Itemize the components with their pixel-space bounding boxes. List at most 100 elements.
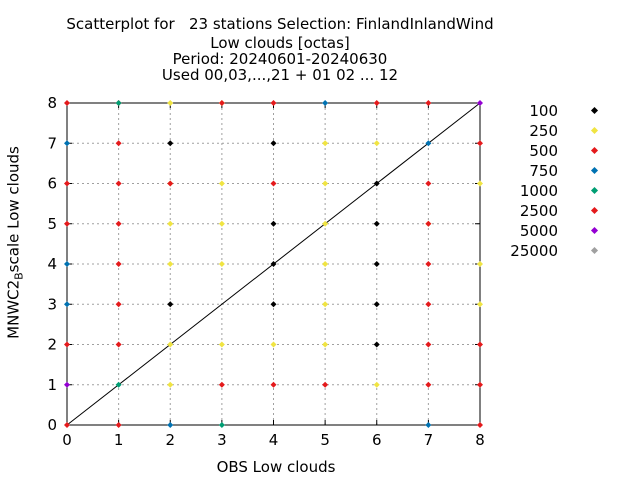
data-point-2500 [64,422,70,428]
data-point-100 [373,220,380,227]
data-point-250 [322,140,329,147]
legend-marker [590,246,599,255]
data-point-250 [322,220,329,227]
data-point-100 [167,301,174,308]
data-point-750 [64,261,70,267]
data-point-2500 [270,180,277,187]
data-point-500 [270,381,277,388]
data-point-250 [218,180,225,187]
data-point-250 [477,301,483,308]
data-point-250 [167,261,174,267]
y-tick-label: 2 [47,336,57,354]
data-point-500 [64,180,70,187]
chart-title-line-4: Used 00,03,...,21 + 01 02 ... 12 [161,66,399,84]
legend-label: 1000 [519,182,558,200]
data-point-500 [425,261,432,267]
data-point-500 [115,261,122,267]
x-axis-label: OBS Low clouds [216,458,336,476]
legend-label: 250 [529,122,558,140]
data-point-500 [425,341,432,348]
data-point-250 [167,381,174,388]
data-point-5000 [64,381,70,388]
legend-item-25000: 25000 [500,243,600,259]
legend-item-250: 250 [500,123,600,139]
data-point-250 [218,341,225,348]
legend-marker [590,186,599,195]
legend-item-5000: 5000 [500,223,600,239]
x-tick-label: 5 [320,431,330,449]
data-point-100 [373,301,380,308]
data-point-500 [218,381,225,388]
data-point-250 [167,220,174,227]
data-point-5000 [477,100,483,106]
x-tick-label: 7 [424,431,434,449]
data-point-250 [218,261,225,267]
data-point-500 [477,341,483,348]
legend-marker [590,166,599,175]
y-tick-label: 1 [47,376,57,394]
x-tick-label: 3 [217,431,227,449]
data-point-250 [322,301,329,308]
data-point-500 [115,180,122,187]
data-point-2500 [167,180,174,187]
legend-marker [590,206,599,215]
data-point-500 [477,381,483,388]
legend-label: 750 [529,162,558,180]
data-point-500 [373,100,380,106]
x-tick-label: 6 [372,431,382,449]
legend-label: 2500 [519,202,558,220]
data-point-750 [425,422,432,428]
legend-label: 25000 [510,242,558,260]
data-point-500 [425,180,432,187]
data-point-100 [373,341,380,348]
data-point-500 [64,220,70,227]
legend-label: 500 [529,142,558,160]
data-point-250 [477,180,483,187]
x-tick-label: 8 [475,431,485,449]
data-point-500 [115,422,122,428]
x-tick-label: 1 [114,431,124,449]
legend-marker [590,106,599,115]
data-point-500 [64,341,70,348]
data-point-500 [64,100,70,106]
data-point-500 [322,381,329,388]
data-point-1000 [115,381,122,388]
data-point-500 [425,220,432,227]
chart-title-line-2: Low clouds [octas] [210,34,350,52]
chart-title-line-1: Scatterplot for 23 stations Selection: F… [66,15,494,33]
legend-marker [590,146,599,155]
data-point-250 [322,341,329,348]
data-point-100 [270,220,277,227]
data-point-100 [270,301,277,308]
data-point-500 [425,301,432,308]
data-point-100 [167,140,174,147]
data-point-250 [167,341,174,348]
y-axis-label: MNWC2Bscale Low clouds [4,146,26,339]
data-point-750 [167,422,174,428]
data-point-250 [167,100,174,106]
data-point-750 [425,140,432,147]
y-tick-label: 7 [47,134,57,152]
y-tick-label: 8 [47,94,57,112]
data-point-100 [270,261,277,267]
data-point-750 [64,301,70,308]
y-tick-label: 4 [47,255,57,273]
x-tick-label: 2 [165,431,175,449]
legend-item-1000: 1000 [500,183,600,199]
data-point-500 [115,301,122,308]
legend-marker [590,126,599,135]
data-point-500 [477,140,483,147]
chart-title-line-3: Period: 20240601-20240630 [172,50,388,68]
data-point-250 [373,381,380,388]
x-tick-label: 0 [62,431,72,449]
data-point-250 [270,341,277,348]
data-point-500 [425,100,432,106]
data-point-250 [373,140,380,147]
data-point-500 [270,100,277,106]
x-tick-label: 4 [269,431,279,449]
legend-label: 100 [529,102,558,120]
data-point-250 [322,180,329,187]
legend-item-750: 750 [500,163,600,179]
data-point-250 [477,261,483,267]
data-point-750 [64,140,70,147]
